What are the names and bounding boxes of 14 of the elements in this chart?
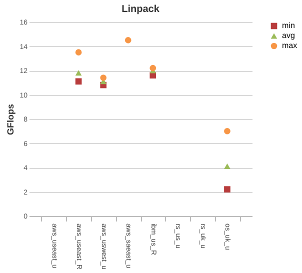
point bbox=[75, 78, 82, 85]
point bbox=[150, 64, 156, 72]
point bbox=[124, 37, 132, 44]
y-axis-title: GFlops bbox=[6, 104, 16, 135]
point bbox=[100, 74, 106, 81]
point bbox=[75, 70, 82, 76]
legend-label: min bbox=[282, 21, 295, 30]
point bbox=[224, 128, 230, 134]
point bbox=[75, 49, 82, 56]
legend-label: max bbox=[282, 41, 298, 50]
point bbox=[224, 164, 230, 170]
chart-title: Linpack bbox=[122, 4, 160, 15]
legend-label: avg bbox=[282, 31, 295, 40]
point bbox=[224, 186, 230, 192]
